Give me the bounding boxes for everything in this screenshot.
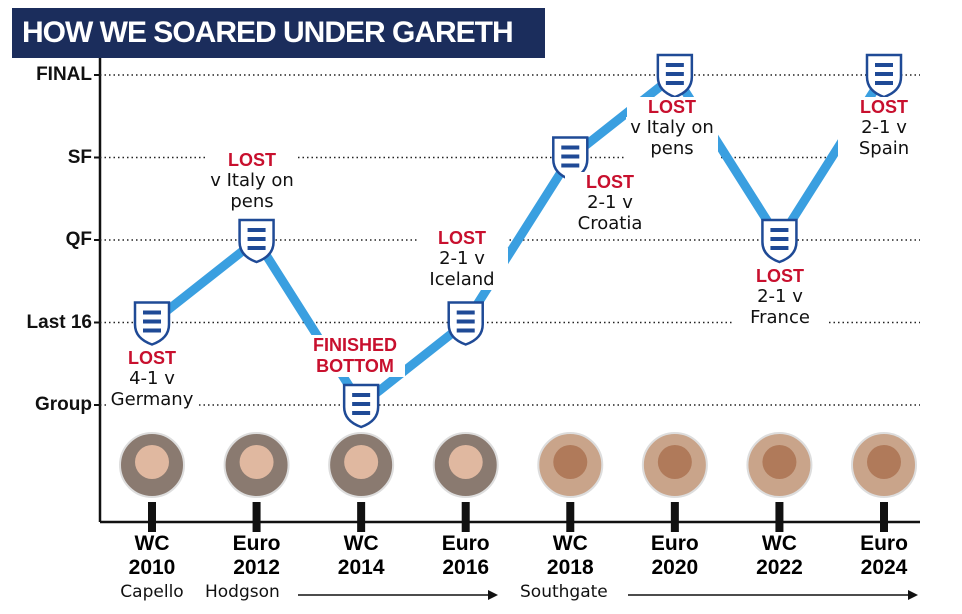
manager-face bbox=[657, 445, 692, 479]
x-tick bbox=[880, 502, 888, 532]
shield-lion bbox=[352, 411, 371, 415]
shield-lion bbox=[456, 310, 475, 315]
shield-lion bbox=[247, 246, 266, 250]
annotation-status: LOST bbox=[735, 266, 825, 287]
manager-name: Southgate bbox=[520, 582, 608, 602]
annotation-detail: v Italy on pens bbox=[626, 117, 718, 159]
shield-lion bbox=[875, 81, 893, 85]
shield-lion bbox=[770, 246, 789, 250]
annotation-status: LOST bbox=[207, 150, 297, 171]
annotation-status: LOST bbox=[107, 348, 197, 369]
x-tick bbox=[148, 502, 156, 532]
manager-face bbox=[448, 445, 483, 479]
line bbox=[149, 70, 888, 410]
x-tick bbox=[252, 502, 261, 532]
x-tick-label: Euro 2016 bbox=[441, 532, 490, 579]
shield-lion bbox=[352, 402, 371, 406]
manager-name: Hodgson bbox=[205, 582, 280, 602]
x-tick bbox=[357, 502, 366, 532]
x-tick-label: Euro 2024 bbox=[860, 532, 908, 579]
shield-lion bbox=[561, 163, 580, 168]
shield-lion bbox=[247, 237, 266, 241]
x-tick-label: WC 2010 bbox=[128, 532, 176, 579]
arrow-head bbox=[488, 590, 498, 600]
annotation-detail: 2-1 v Croatia bbox=[564, 192, 656, 234]
shield-lion bbox=[352, 393, 371, 397]
x-tick-label: Euro 2012 bbox=[232, 532, 281, 579]
x-tick-label: WC 2018 bbox=[546, 532, 594, 579]
manager-face bbox=[239, 445, 274, 479]
x-tick-label: WC 2014 bbox=[337, 532, 385, 579]
manager-face bbox=[344, 445, 379, 479]
shield-lion bbox=[143, 310, 161, 315]
y-tick-label: SF bbox=[67, 146, 92, 168]
manager-face bbox=[553, 445, 588, 479]
shield-lion bbox=[143, 319, 161, 324]
manager-face bbox=[762, 445, 797, 479]
shield-lion bbox=[770, 228, 789, 232]
chart-title: HOW WE SOARED UNDER GARETH bbox=[12, 8, 545, 58]
annotation-detail: 2-1 v Spain bbox=[838, 117, 930, 159]
shield-lion bbox=[770, 237, 789, 241]
manager-face bbox=[867, 445, 901, 479]
annotation-status: LOST bbox=[417, 228, 507, 249]
shield-lion bbox=[143, 328, 161, 333]
y-tick-label: QF bbox=[65, 229, 92, 250]
annotation-status: LOST bbox=[839, 97, 929, 118]
x-tick bbox=[461, 502, 470, 532]
y-tick-label: Group bbox=[35, 394, 92, 415]
x-tick-label: Euro 2020 bbox=[650, 532, 699, 579]
shield-lion bbox=[456, 319, 475, 324]
arrow-head bbox=[908, 590, 918, 600]
annotation-detail: v Italy on pens bbox=[206, 170, 298, 212]
annotation-detail: 2-1 v France bbox=[734, 286, 826, 328]
y-tick-label: Last 16 bbox=[26, 311, 92, 333]
shield-lion bbox=[561, 154, 580, 159]
manager-face bbox=[135, 445, 169, 479]
shield-lion bbox=[665, 81, 684, 85]
shield-lion bbox=[665, 63, 684, 67]
y-tick-label: FINAL bbox=[36, 64, 92, 85]
shield-lion bbox=[561, 145, 580, 150]
x-tick bbox=[670, 502, 679, 532]
annotation-status: LOST bbox=[565, 172, 655, 193]
shield-lion bbox=[247, 228, 266, 232]
shield-lion bbox=[875, 72, 893, 76]
x-tick-label: WC 2022 bbox=[756, 532, 803, 579]
shield-lion bbox=[875, 63, 893, 67]
annotation-detail: 2-1 v Iceland bbox=[416, 248, 508, 290]
shield-lion bbox=[456, 328, 475, 333]
x-tick bbox=[566, 502, 575, 532]
annotation-detail: 4-1 v Germany bbox=[106, 368, 198, 410]
shield-lion bbox=[665, 72, 684, 76]
annotation-status: FINISHED BOTTOM bbox=[305, 335, 405, 377]
annotation-status: LOST bbox=[627, 97, 717, 118]
x-tick bbox=[775, 502, 784, 532]
manager-name: Capello bbox=[120, 582, 184, 602]
